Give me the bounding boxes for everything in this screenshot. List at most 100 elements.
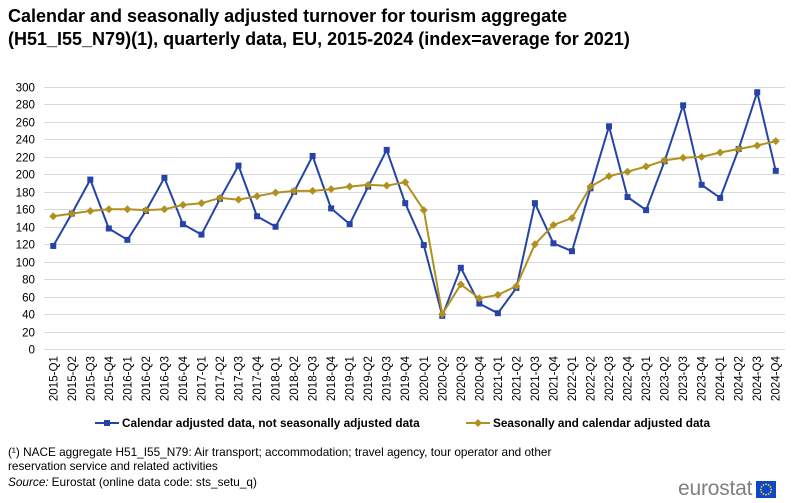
calendar-adjusted-point[interactable] [568, 248, 575, 255]
seasonally-adjusted-point[interactable] [493, 290, 502, 299]
seasonally-adjusted-point[interactable] [197, 199, 206, 208]
seasonally-adjusted-point[interactable] [716, 148, 725, 157]
calendar-adjusted-point[interactable] [420, 242, 427, 249]
seasonally-adjusted-point[interactable] [679, 153, 688, 162]
seasonally-adjusted-point[interactable] [234, 195, 243, 204]
calendar-adjusted-point[interactable] [272, 223, 279, 230]
y-axis: 0 20 40 60 80 100 120 140 160 180 200 220 240 260 280 3… [16, 82, 35, 357]
calendar-adjusted-point[interactable] [550, 240, 557, 247]
seasonally-adjusted-point[interactable] [660, 156, 669, 165]
seasonally-adjusted-point[interactable] [364, 180, 373, 189]
calendar-adjusted-point[interactable] [254, 213, 261, 220]
x-tick-label: 2024-Q4 [770, 355, 783, 401]
seasonally-adjusted-point[interactable] [642, 162, 651, 171]
seasonally-adjusted-point[interactable] [67, 209, 76, 218]
seasonally-adjusted-point[interactable] [178, 200, 187, 209]
y-tick-label: 120 [16, 239, 35, 252]
calendar-adjusted-point[interactable] [383, 146, 390, 153]
seasonally-adjusted-point[interactable] [215, 193, 224, 202]
calendar-adjusted-point[interactable] [698, 181, 705, 188]
seasonally-adjusted-point[interactable] [123, 205, 132, 214]
seasonally-adjusted-point[interactable] [345, 182, 354, 191]
x-tick-label: 2015-Q3 [84, 356, 97, 401]
seasonally-adjusted-point[interactable] [586, 182, 595, 191]
y-tick-label: 260 [16, 117, 35, 130]
legend-diamond-marker-icon [466, 419, 490, 427]
x-tick-label: 2023-Q4 [696, 355, 709, 401]
calendar-adjusted-point[interactable] [328, 205, 335, 212]
calendar-adjusted-point[interactable] [105, 225, 112, 232]
series-group [49, 89, 780, 319]
seasonally-adjusted-point[interactable] [734, 145, 743, 154]
flag-star [769, 490, 772, 493]
calendar-adjusted-point[interactable] [606, 123, 613, 130]
calendar-adjusted-point[interactable] [494, 310, 501, 317]
seasonally-adjusted-point[interactable] [512, 282, 521, 291]
flag-star [760, 490, 763, 493]
legend-label: Calendar adjusted data, not seasonally a… [122, 416, 420, 430]
calendar-adjusted-point[interactable] [161, 174, 168, 181]
y-tick-label: 20 [22, 327, 35, 340]
calendar-adjusted-point[interactable] [476, 300, 483, 307]
footnote-line-2: reservation service and related activiti… [8, 459, 218, 473]
legend-item-calendar-adjusted[interactable]: Calendar adjusted data, not seasonally a… [94, 415, 420, 431]
x-tick-label: 2020-Q2 [436, 356, 449, 401]
chart-title-line-1: Calendar and seasonally adjusted turnove… [8, 6, 568, 26]
calendar-adjusted-point[interactable] [198, 231, 205, 238]
seasonally-adjusted-point[interactable] [104, 205, 113, 214]
seasonally-adjusted-point[interactable] [456, 280, 465, 289]
seasonally-adjusted-point[interactable] [438, 310, 447, 319]
calendar-adjusted-point[interactable] [772, 167, 779, 174]
seasonally-adjusted-point[interactable] [382, 181, 391, 190]
seasonally-adjusted-point[interactable] [475, 294, 484, 303]
calendar-adjusted-point[interactable] [531, 200, 538, 207]
calendar-adjusted-point[interactable] [717, 194, 724, 201]
seasonally-adjusted-point[interactable] [253, 192, 262, 201]
calendar-adjusted-point[interactable] [754, 89, 761, 96]
calendar-adjusted-point[interactable] [402, 200, 409, 207]
y-tick-label: 200 [16, 169, 35, 182]
calendar-adjusted-point[interactable] [124, 236, 131, 243]
calendar-adjusted-point[interactable] [50, 242, 57, 249]
calendar-adjusted-point[interactable] [457, 264, 464, 271]
x-tick-label: 2017-Q2 [214, 356, 227, 401]
calendar-adjusted-line [52, 91, 777, 317]
seasonally-adjusted-point[interactable] [86, 207, 95, 216]
x-axis: 2015-Q1 2015-Q2 2015-Q3 2015-Q4 2016-Q1 2016-… [47, 355, 782, 401]
seasonally-adjusted-point[interactable] [623, 167, 632, 176]
seasonally-adjusted-point[interactable] [327, 185, 336, 194]
seasonally-adjusted-point[interactable] [271, 188, 280, 197]
calendar-adjusted-point[interactable] [643, 207, 650, 214]
calendar-adjusted-point[interactable] [624, 194, 631, 201]
calendar-adjusted-point[interactable] [179, 221, 186, 228]
seasonally-adjusted-point[interactable] [290, 186, 299, 195]
calendar-adjusted-point[interactable] [87, 176, 94, 183]
calendar-adjusted-point[interactable] [235, 162, 242, 169]
seasonally-adjusted-point[interactable] [419, 206, 428, 215]
seasonally-adjusted-point[interactable] [401, 178, 410, 187]
calendar-adjusted-point[interactable] [309, 152, 316, 159]
seasonally-adjusted-point[interactable] [308, 186, 317, 195]
seasonally-adjusted-point[interactable] [567, 214, 576, 222]
calendar-adjusted-point[interactable] [346, 221, 353, 228]
seasonally-adjusted-point[interactable] [49, 212, 58, 221]
seasonally-adjusted-point[interactable] [753, 141, 762, 150]
calendar-adjusted-point[interactable] [680, 102, 687, 109]
x-tick-label: 2023-Q1 [640, 356, 653, 401]
eu-flag-icon [756, 480, 777, 498]
seasonally-adjusted-point[interactable] [605, 172, 614, 181]
y-tick-label: 300 [16, 82, 35, 95]
flag-star [760, 488, 762, 490]
y-tick-label: 240 [16, 134, 35, 147]
seasonally-adjusted-point[interactable] [771, 137, 780, 146]
seasonally-adjusted-point[interactable] [160, 205, 169, 214]
seasonally-adjusted-line-group [49, 137, 780, 319]
seasonally-adjusted-point[interactable] [697, 152, 706, 161]
flag-star [769, 485, 772, 488]
legend-item-seasonally-adjusted[interactable]: Seasonally and calendar adjusted data [465, 415, 710, 431]
seasonally-adjusted-point[interactable] [530, 240, 539, 249]
seasonally-adjusted-point[interactable] [549, 220, 558, 229]
seasonally-adjusted-point[interactable] [141, 206, 150, 215]
y-tick-label: 180 [16, 187, 35, 200]
